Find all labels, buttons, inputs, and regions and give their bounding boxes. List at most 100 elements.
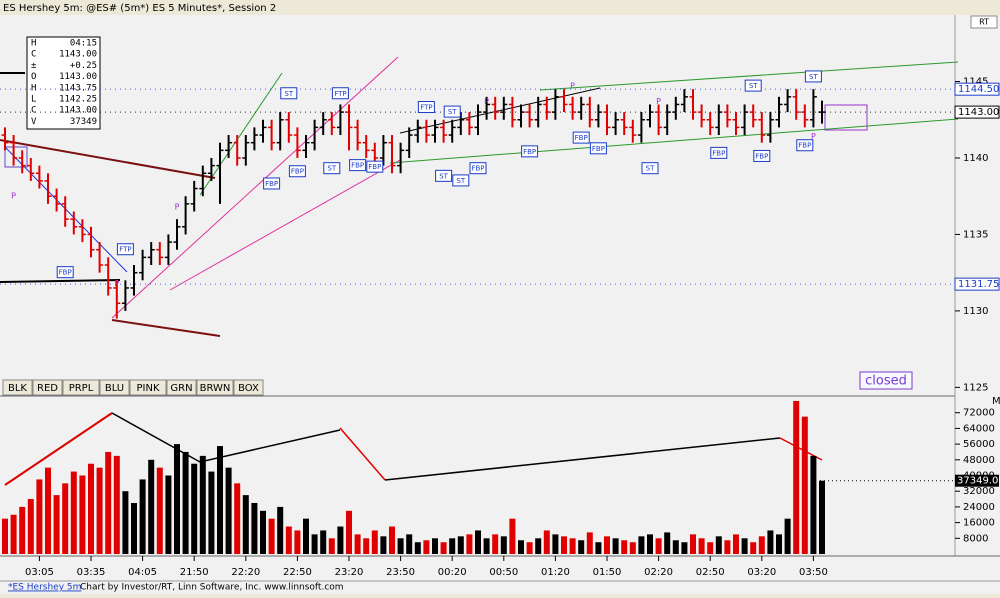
toolbar-button-label[interactable]: BOX <box>238 383 259 394</box>
volume-bar <box>570 538 576 554</box>
x-tick-label: 03:35 <box>77 567 106 578</box>
signal-label: ST <box>448 108 457 116</box>
toolbar-button-label[interactable]: PINK <box>136 383 159 394</box>
volume-bar <box>578 540 584 554</box>
signal-label: FBP <box>712 149 725 157</box>
signal-label: P <box>656 97 661 106</box>
signal-label: FBP <box>291 168 304 176</box>
volume-bar <box>372 530 378 554</box>
info-key: V <box>31 117 37 127</box>
toolbar: BLK RED PRPL BLU PINK GRN BRWN BOX <box>3 380 263 395</box>
volume-bar <box>140 479 146 554</box>
toolbar-button-label[interactable]: GRN <box>170 383 192 394</box>
volume-bar <box>260 511 266 554</box>
volume-bar <box>785 519 791 554</box>
volume-bar <box>88 464 94 554</box>
x-tick-label: 01:50 <box>593 567 622 578</box>
volume-bar <box>303 519 309 554</box>
signal-label: ST <box>809 73 818 81</box>
volume-bar <box>363 538 369 554</box>
price-flag-label: 1131.75 <box>958 279 999 290</box>
volume-bar <box>656 538 662 554</box>
volume-bar <box>552 534 558 554</box>
volume-bar <box>174 444 180 554</box>
signal-label: FTP <box>334 90 346 98</box>
volume-bar <box>733 534 739 554</box>
volume-bar <box>11 515 17 554</box>
corner-label: RT <box>979 18 989 27</box>
volume-bar <box>561 536 567 554</box>
price-flag-label: 1143.00 <box>958 107 999 118</box>
info-value: +0.25 <box>70 61 97 71</box>
volume-bar <box>716 536 722 554</box>
volume-bar <box>398 538 404 554</box>
volume-bar <box>742 538 748 554</box>
y-tick-label: 1135 <box>963 229 988 240</box>
signal-label: FBP <box>265 180 278 188</box>
y-tick-label: 72000 <box>963 408 995 419</box>
x-tick-label: 22:50 <box>283 567 312 578</box>
volume-bar <box>535 538 541 554</box>
volume-bar <box>501 536 507 554</box>
volume-bar <box>776 534 782 554</box>
volume-bar <box>423 540 429 554</box>
volume-bar <box>518 540 524 554</box>
signal-label: ST <box>646 165 655 173</box>
volume-bar <box>97 468 103 554</box>
volume-bar <box>45 468 51 554</box>
volume-bar <box>759 536 765 554</box>
x-tick-label: 23:50 <box>386 567 415 578</box>
volume-bar <box>595 542 601 554</box>
volume-bar <box>415 542 421 554</box>
volume-bar <box>346 511 352 554</box>
signal-label: ST <box>749 82 758 90</box>
volume-bar <box>19 507 25 554</box>
volume-bar <box>802 417 808 554</box>
volume-bar <box>793 401 799 554</box>
volume-bar <box>200 456 206 554</box>
signal-label: P <box>11 192 16 201</box>
signal-label: P <box>811 132 816 141</box>
toolbar-button-label[interactable]: RED <box>37 383 58 394</box>
volume-bar <box>71 472 77 554</box>
signal-label: FBP <box>755 152 768 160</box>
toolbar-button-label[interactable]: PRPL <box>69 383 94 394</box>
volume-bar <box>544 530 550 554</box>
toolbar-button-label[interactable]: BLU <box>105 383 124 394</box>
signal-label: FTP <box>119 246 131 254</box>
volume-bar <box>105 452 111 554</box>
x-tick-label: 03:50 <box>799 567 828 578</box>
volume-bar <box>699 538 705 554</box>
volume-bar <box>690 534 696 554</box>
volume-bar <box>475 530 481 554</box>
volume-bar <box>355 534 361 554</box>
y-tick-label: 1140 <box>963 153 988 164</box>
chart-tab[interactable]: *ES Hershey 5m <box>8 583 81 593</box>
x-tick-label: 03:20 <box>747 567 776 578</box>
info-value: 04:15 <box>70 39 97 49</box>
info-value: 37349 <box>70 117 97 127</box>
volume-bar <box>406 534 412 554</box>
volume-bar <box>269 519 275 554</box>
x-tick-label: 02:50 <box>696 567 725 578</box>
volume-bar <box>243 495 249 554</box>
toolbar-button-label[interactable]: BLK <box>8 383 27 394</box>
volume-bar <box>441 542 447 554</box>
info-key: C <box>31 106 36 116</box>
y-tick-label: 32000 <box>963 486 995 497</box>
x-tick-label: 01:20 <box>541 567 570 578</box>
info-value: 1143.75 <box>59 83 97 93</box>
volume-bar <box>664 532 670 554</box>
x-tick-label: 00:20 <box>438 567 467 578</box>
volume-bar <box>707 542 713 554</box>
toolbar-button-label[interactable]: BRWN <box>200 383 231 394</box>
info-value: 1143.00 <box>59 72 97 82</box>
volume-bar <box>681 542 687 554</box>
volume-bar <box>587 532 593 554</box>
signal-label: ST <box>456 177 465 185</box>
volume-bar <box>183 452 189 554</box>
y-tick-label: 48000 <box>963 455 995 466</box>
signal-label: P <box>570 82 575 91</box>
footer-credit: Chart by Investor/RT, Linn Software, Inc… <box>80 583 344 593</box>
